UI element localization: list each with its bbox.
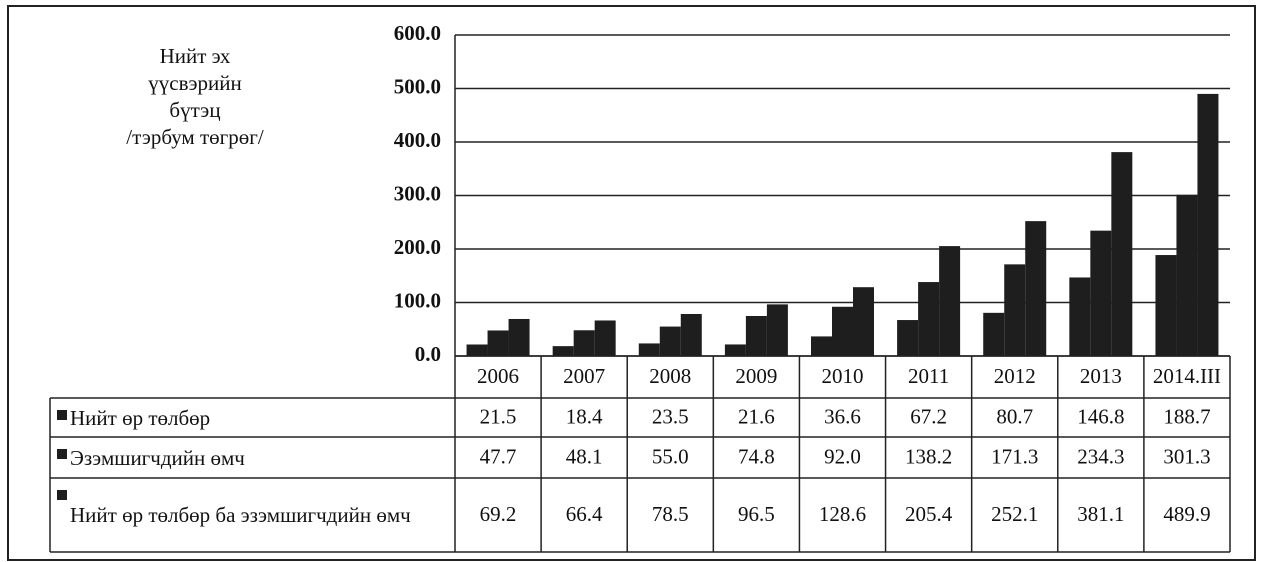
value-label: 205.4: [905, 502, 953, 526]
value-label: 47.7: [480, 444, 517, 468]
y-tick-label: 400.0: [394, 128, 441, 152]
value-label: 96.5: [738, 502, 775, 526]
bar: [680, 314, 702, 356]
bar: [724, 344, 746, 356]
value-label: 74.8: [738, 444, 775, 468]
chart-title: /тэрбум төгрөг/: [126, 125, 264, 149]
bar: [918, 282, 940, 356]
x-tick-label: 2014.III: [1153, 364, 1221, 388]
bar: [552, 346, 574, 356]
bar: [1004, 264, 1026, 356]
bar: [766, 304, 788, 356]
legend-label: Нийт өр төлбөр: [70, 405, 211, 430]
legend-label-box: Нийт өр төлбөр: [70, 405, 211, 430]
x-tick-label: 2011: [908, 364, 949, 388]
legend-label: Эзэмшигчдийн өмч: [70, 445, 245, 470]
y-tick-label: 200.0: [394, 235, 441, 259]
x-tick-label: 2008: [649, 364, 691, 388]
value-label: 146.8: [1077, 404, 1124, 428]
value-label: 18.4: [566, 404, 603, 428]
bar: [1197, 93, 1219, 356]
bar: [508, 318, 530, 356]
bar: [1025, 221, 1047, 356]
bar: [853, 287, 874, 356]
bar: [983, 312, 1005, 356]
value-label: 36.6: [824, 404, 861, 428]
value-label: 69.2: [480, 502, 517, 526]
value-label: 188.7: [1163, 404, 1210, 428]
value-label: 171.3: [991, 444, 1038, 468]
legend-marker: [57, 490, 67, 500]
bar: [573, 330, 595, 356]
value-label: 381.1: [1077, 502, 1124, 526]
value-label: 138.2: [905, 444, 952, 468]
x-tick-label: 2009: [735, 364, 777, 388]
x-tick-label: 2006: [477, 364, 519, 388]
value-label: 21.5: [480, 404, 517, 428]
legend-marker: [57, 410, 67, 420]
value-label: 67.2: [910, 404, 947, 428]
legend-label: Нийт өр төлбөр ба эзэмшигчдийн өмч: [70, 503, 411, 527]
bar: [1111, 152, 1133, 356]
bar: [594, 320, 616, 356]
value-label: 80.7: [996, 404, 1033, 428]
bar: [659, 326, 681, 356]
value-label: 92.0: [824, 444, 861, 468]
chart-title: Нийт эх: [160, 44, 231, 68]
bar: [811, 336, 832, 356]
value-label: 301.3: [1163, 444, 1210, 468]
bar: [745, 315, 767, 356]
legend-marker: [57, 449, 67, 459]
y-tick-label: 500.0: [394, 74, 441, 98]
frame: [7, 5, 1256, 561]
bar: [939, 246, 961, 356]
legend-label-box: Эзэмшигчдийн өмч: [70, 445, 245, 470]
y-tick-label: 600.0: [394, 21, 441, 45]
x-tick-label: 2007: [563, 364, 605, 388]
value-label: 234.3: [1077, 444, 1124, 468]
value-label: 55.0: [652, 444, 689, 468]
value-label: 21.6: [738, 404, 775, 428]
y-tick-label: 0.0: [415, 342, 441, 366]
value-label: 128.6: [819, 502, 866, 526]
bar: [1176, 194, 1198, 356]
value-label: 252.1: [991, 502, 1038, 526]
bar: [832, 306, 853, 356]
value-label: 48.1: [566, 444, 603, 468]
value-label: 66.4: [566, 502, 603, 526]
chart-title: бүтэц: [169, 98, 220, 122]
x-tick-label: 2013: [1080, 364, 1122, 388]
value-label: 489.9: [1163, 502, 1210, 526]
bar: [487, 330, 509, 356]
bar: [466, 344, 488, 356]
x-tick-label: 2010: [822, 364, 864, 388]
y-tick-label: 300.0: [394, 181, 441, 205]
bar: [1090, 230, 1112, 356]
chart-title: үүсвэрийн: [148, 71, 241, 95]
bar: [638, 343, 660, 356]
bar: [1155, 255, 1177, 356]
y-tick-label: 100.0: [394, 288, 441, 312]
x-tick-label: 2012: [994, 364, 1036, 388]
value-label: 78.5: [652, 502, 689, 526]
legend-label-box: Нийт өр төлбөр ба эзэмшигчдийн өмч: [70, 503, 411, 527]
value-label: 23.5: [652, 404, 689, 428]
bar: [897, 320, 919, 356]
bar: [1069, 277, 1091, 356]
